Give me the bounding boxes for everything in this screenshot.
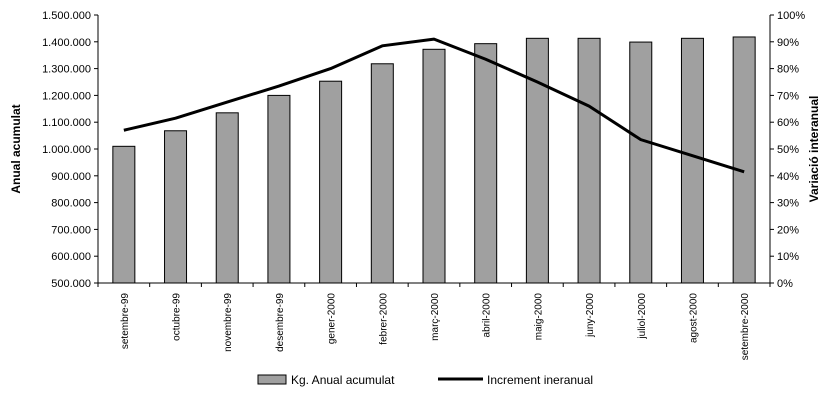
left-tick-label: 1.200.000 (42, 90, 91, 102)
left-tick-label: 500.000 (51, 278, 91, 290)
bar (164, 130, 188, 284)
right-tick-label: 80% (777, 64, 799, 76)
left-axis-title: Anual acumulat (9, 104, 23, 193)
x-tick-label: setembre-2000 (740, 293, 751, 361)
line-series (123, 37, 745, 174)
x-axis-ticks: setembre-99 octubre-99 novembre-99 desembre… (97, 283, 771, 361)
bar (215, 112, 239, 284)
right-axis-ticks: 0% 10% 20% 30% 40% 50% 60% 70% 80% 90% 100% (770, 10, 805, 290)
right-tick-label: 50% (777, 144, 799, 156)
legend: Kg. Anual acumulat Increment ineranual (257, 373, 593, 387)
bar (577, 37, 601, 284)
left-tick-label: 1.300.000 (42, 64, 91, 76)
legend-bar-label: Kg. Anual acumulat (291, 373, 395, 387)
x-tick-label: novembre-99 (223, 293, 234, 352)
right-tick-label: 90% (777, 37, 799, 49)
left-tick-label: 900.000 (51, 171, 91, 183)
x-tick-label: juliol-2000 (637, 293, 648, 340)
bar (319, 80, 343, 284)
bar (422, 48, 446, 284)
bar (680, 37, 704, 284)
line-path (123, 37, 745, 174)
x-tick-label: març-2000 (430, 293, 441, 341)
left-tick-label: 800.000 (51, 198, 91, 210)
bar (370, 63, 394, 284)
left-tick-label: 1.400.000 (42, 37, 91, 49)
x-tick-label: maig-2000 (533, 293, 544, 341)
x-tick-label: desembre-99 (275, 293, 286, 352)
x-tick-label: setembre-99 (120, 293, 131, 350)
legend-bar-swatch (257, 374, 287, 385)
x-tick-label: gener-2000 (327, 293, 338, 345)
right-tick-label: 20% (777, 224, 799, 236)
left-tick-label: 1.500.000 (42, 10, 91, 22)
right-tick-label: 40% (777, 171, 799, 183)
right-tick-label: 70% (777, 90, 799, 102)
left-tick-label: 700.000 (51, 224, 91, 236)
bar (629, 41, 653, 284)
x-tick-label: juny-2000 (585, 293, 596, 338)
bar (112, 145, 136, 284)
x-tick-label: agost-2000 (688, 293, 699, 343)
right-tick-label: 30% (777, 198, 799, 210)
right-tick-label: 100% (777, 10, 805, 22)
bar-series (112, 36, 756, 284)
bar (525, 37, 549, 284)
left-axis-ticks: 500.000 600.000 700.000 800.000 900.000 1.000… (42, 10, 98, 290)
bar (267, 94, 291, 284)
right-tick-label: 10% (777, 251, 799, 263)
x-tick-label: abril-2000 (482, 293, 493, 338)
legend-line-label: Increment ineranual (487, 373, 593, 387)
left-tick-label: 600.000 (51, 251, 91, 263)
left-tick-label: 1.100.000 (42, 117, 91, 129)
bar (474, 43, 498, 284)
bar (732, 36, 756, 284)
x-tick-label: octubre-99 (172, 293, 183, 341)
right-tick-label: 0% (777, 278, 793, 290)
right-tick-label: 60% (777, 117, 799, 129)
left-tick-label: 1.000.000 (42, 144, 91, 156)
right-axis-title: Variació interanual (807, 96, 821, 203)
x-tick-label: febrer-2000 (378, 293, 389, 345)
